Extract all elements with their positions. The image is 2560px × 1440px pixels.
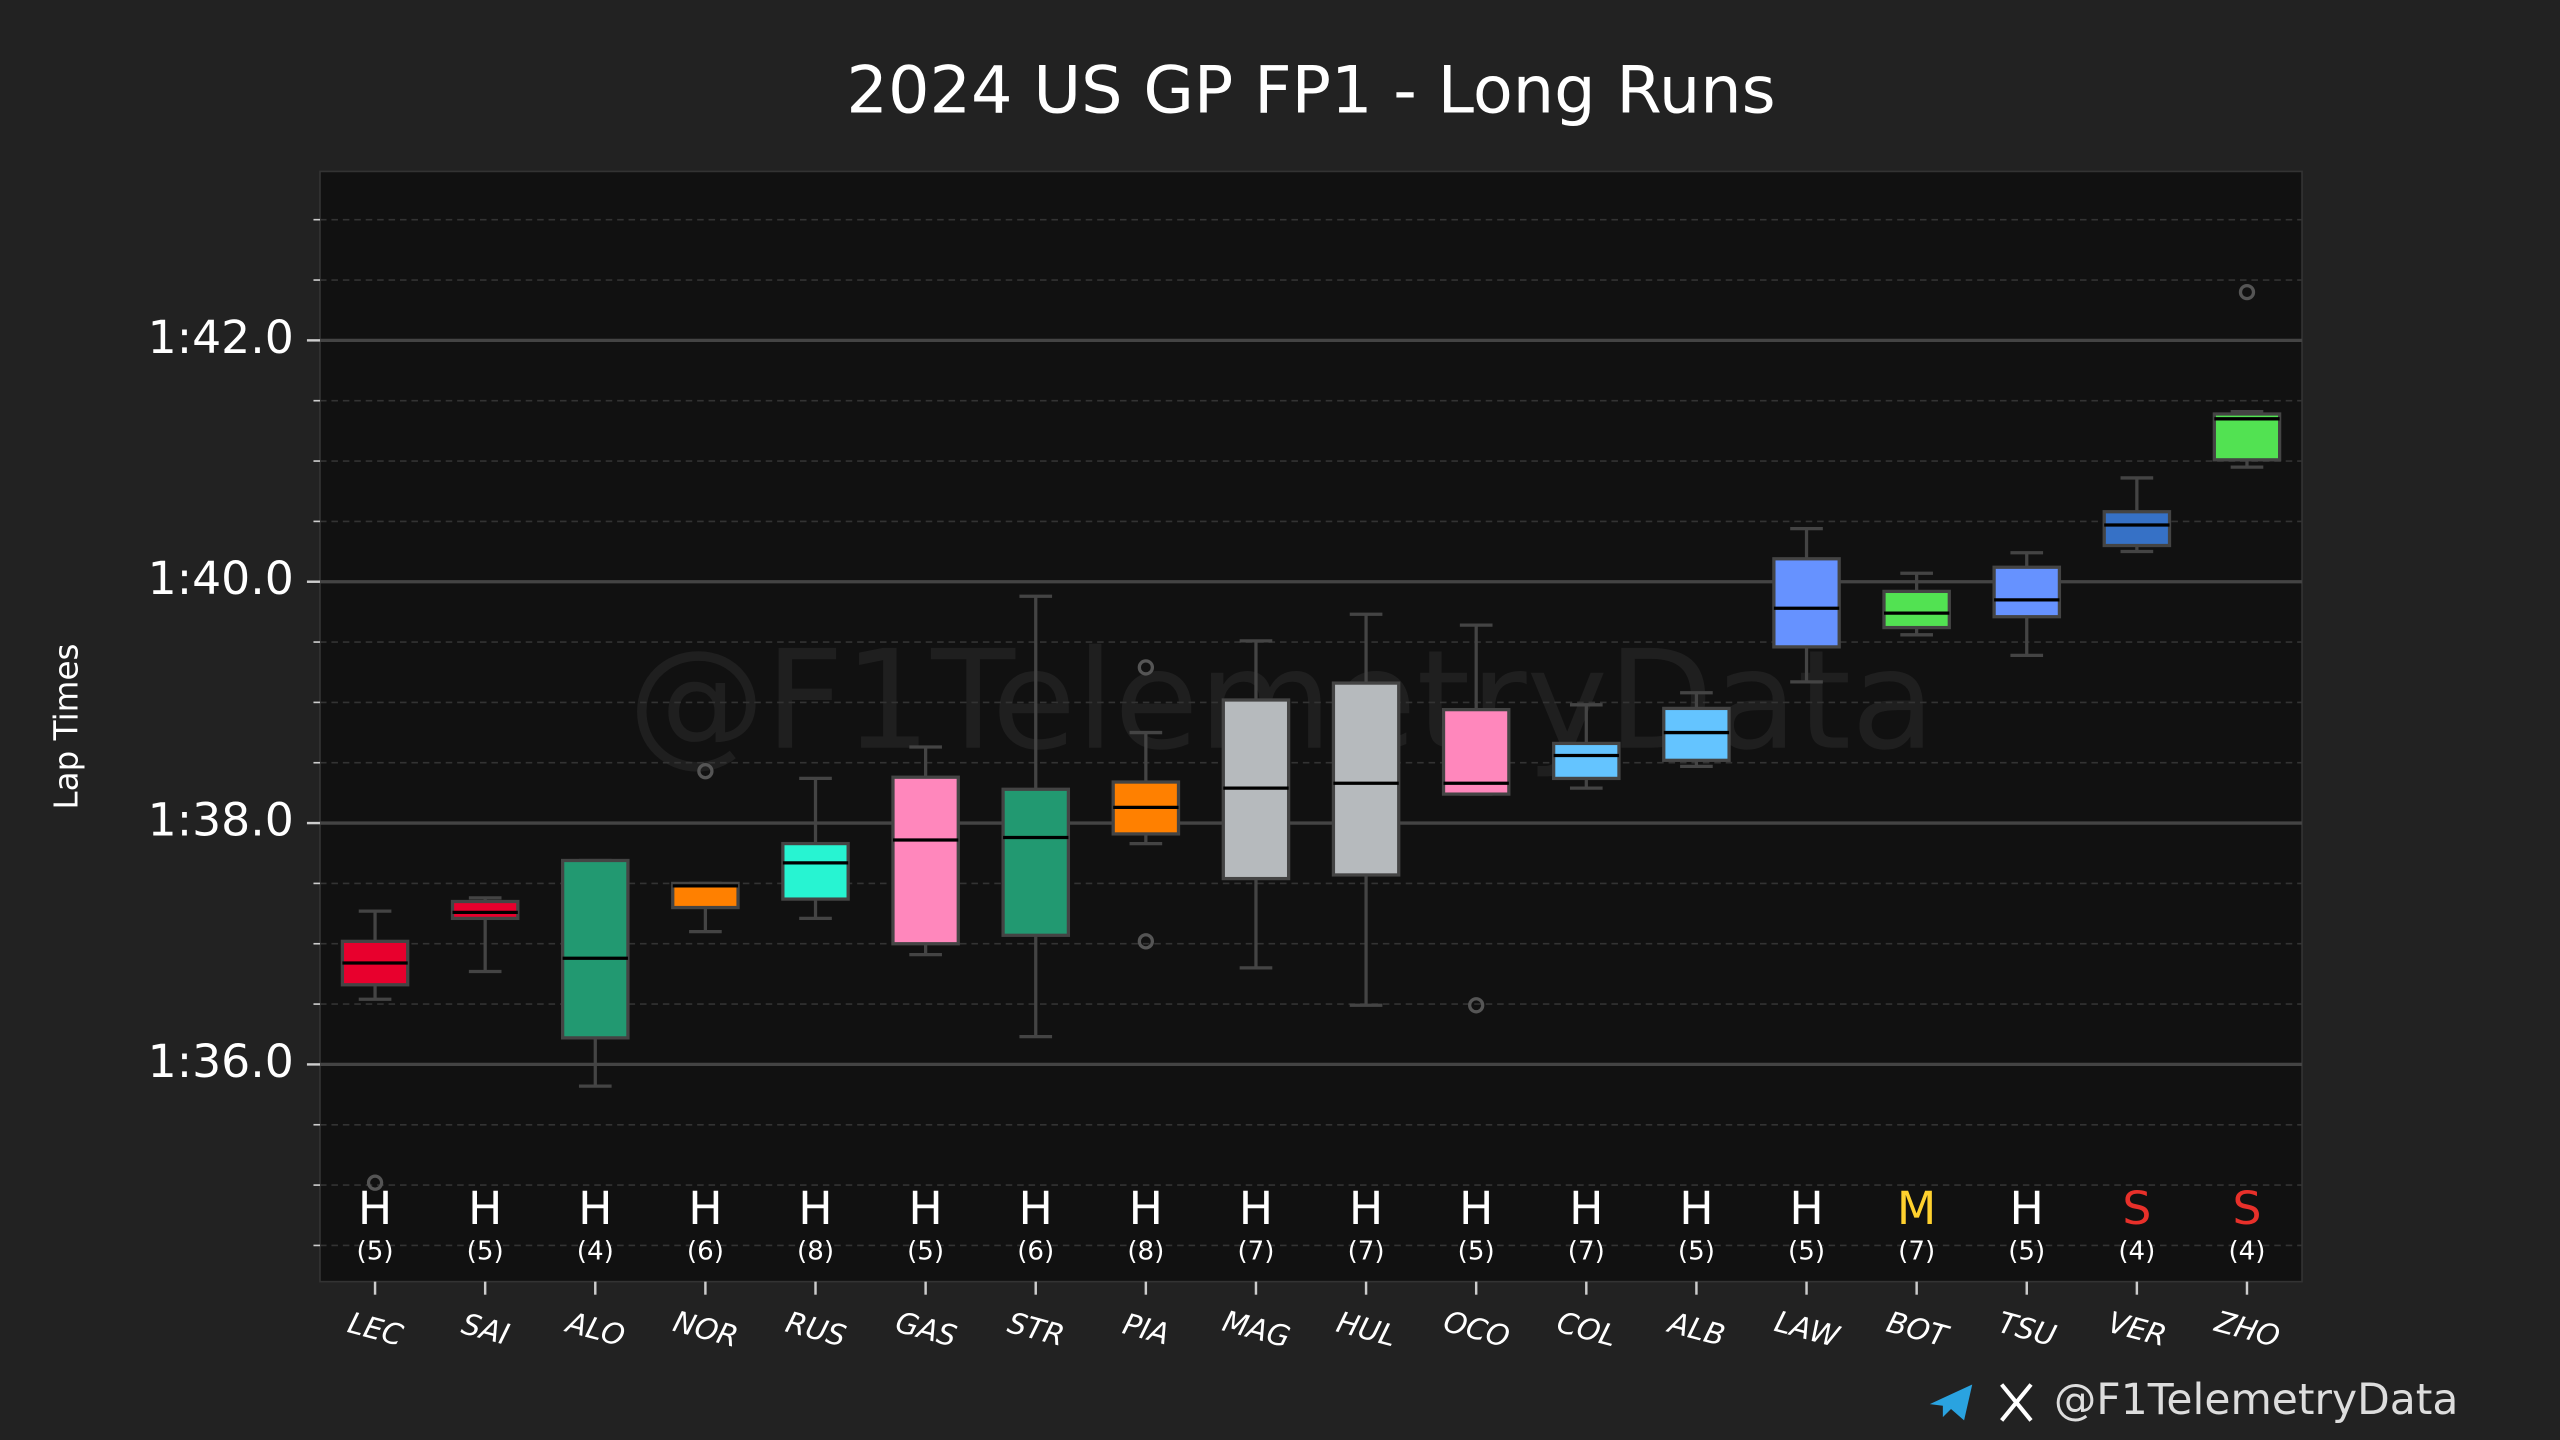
box <box>1772 557 1841 649</box>
compound: H <box>358 1182 392 1235</box>
chart-title: 2024 US GP FP1 - Long Runs <box>846 53 1775 129</box>
lap-count: (5) <box>907 1237 944 1267</box>
lap-count: (8) <box>797 1237 834 1267</box>
box <box>1882 589 1951 630</box>
lap-count: (5) <box>1678 1237 1715 1267</box>
box <box>781 841 850 901</box>
compound: H <box>1459 1182 1493 1235</box>
lap-count: (5) <box>467 1237 504 1267</box>
lap-count: (8) <box>1127 1237 1164 1267</box>
lap-count: (5) <box>357 1237 394 1267</box>
compound: H <box>1239 1182 1273 1235</box>
lap-count: (4) <box>577 1237 614 1267</box>
compound: H <box>1129 1182 1163 1235</box>
compound: H <box>688 1182 722 1235</box>
compound: H <box>2010 1182 2044 1235</box>
compound: M <box>1897 1182 1936 1235</box>
outlier <box>1468 997 1485 1014</box>
box <box>1001 787 1071 937</box>
footer-icons <box>1929 1383 2033 1422</box>
compound: S <box>2122 1182 2151 1235</box>
compound: H <box>1569 1182 1603 1235</box>
lap-count: (5) <box>1788 1237 1825 1267</box>
lap-count: (6) <box>1017 1237 1054 1267</box>
lap-count: (6) <box>687 1237 724 1267</box>
box <box>1552 741 1621 781</box>
box <box>2102 510 2172 548</box>
y-tick-label: 1:36.0 <box>148 1035 294 1088</box>
lap-count: (4) <box>2118 1237 2155 1267</box>
compound: H <box>1789 1182 1823 1235</box>
outlier <box>1137 659 1155 676</box>
plot-area <box>319 170 2303 1283</box>
lap-count: (7) <box>1348 1237 1385 1267</box>
box <box>560 858 630 1040</box>
box <box>1441 708 1511 796</box>
compound: H <box>1019 1182 1053 1235</box>
compound: H <box>578 1182 612 1235</box>
compound: H <box>1349 1182 1383 1235</box>
lap-count: (5) <box>2008 1237 2045 1267</box>
y-tick-label: 1:38.0 <box>148 794 294 847</box>
box <box>2212 412 2282 462</box>
footer-handle: @F1TelemetryData <box>2054 1376 2459 1425</box>
x-icon <box>2000 1383 2033 1422</box>
outlier <box>366 1174 384 1191</box>
compound: H <box>908 1182 942 1235</box>
y-axis-label: Lap Times <box>48 643 86 809</box>
box <box>891 775 960 946</box>
box <box>450 899 520 921</box>
compound: H <box>798 1182 832 1235</box>
compound: H <box>1679 1182 1713 1235</box>
box <box>1992 565 2062 619</box>
telegram-icon <box>1929 1384 1973 1421</box>
outlier <box>2238 283 2256 301</box>
y-tick-label: 1:42.0 <box>148 311 294 364</box>
lap-count: (7) <box>1237 1237 1274 1267</box>
lap-count: (5) <box>1458 1237 1495 1267</box>
outlier <box>697 763 714 780</box>
box <box>1662 706 1731 762</box>
plot: 1:36.01:38.01:40.01:42.0H(5)LECH(5)SAIH(… <box>148 218 2303 1354</box>
outlier <box>1137 933 1155 950</box>
lap-count: (7) <box>1568 1237 1605 1267</box>
box <box>1331 681 1401 877</box>
compound: H <box>468 1182 502 1235</box>
lap-count: (7) <box>1898 1237 1935 1267</box>
lap-count: (4) <box>2228 1237 2265 1267</box>
compound: S <box>2232 1182 2261 1235</box>
y-tick-label: 1:40.0 <box>148 552 294 605</box>
